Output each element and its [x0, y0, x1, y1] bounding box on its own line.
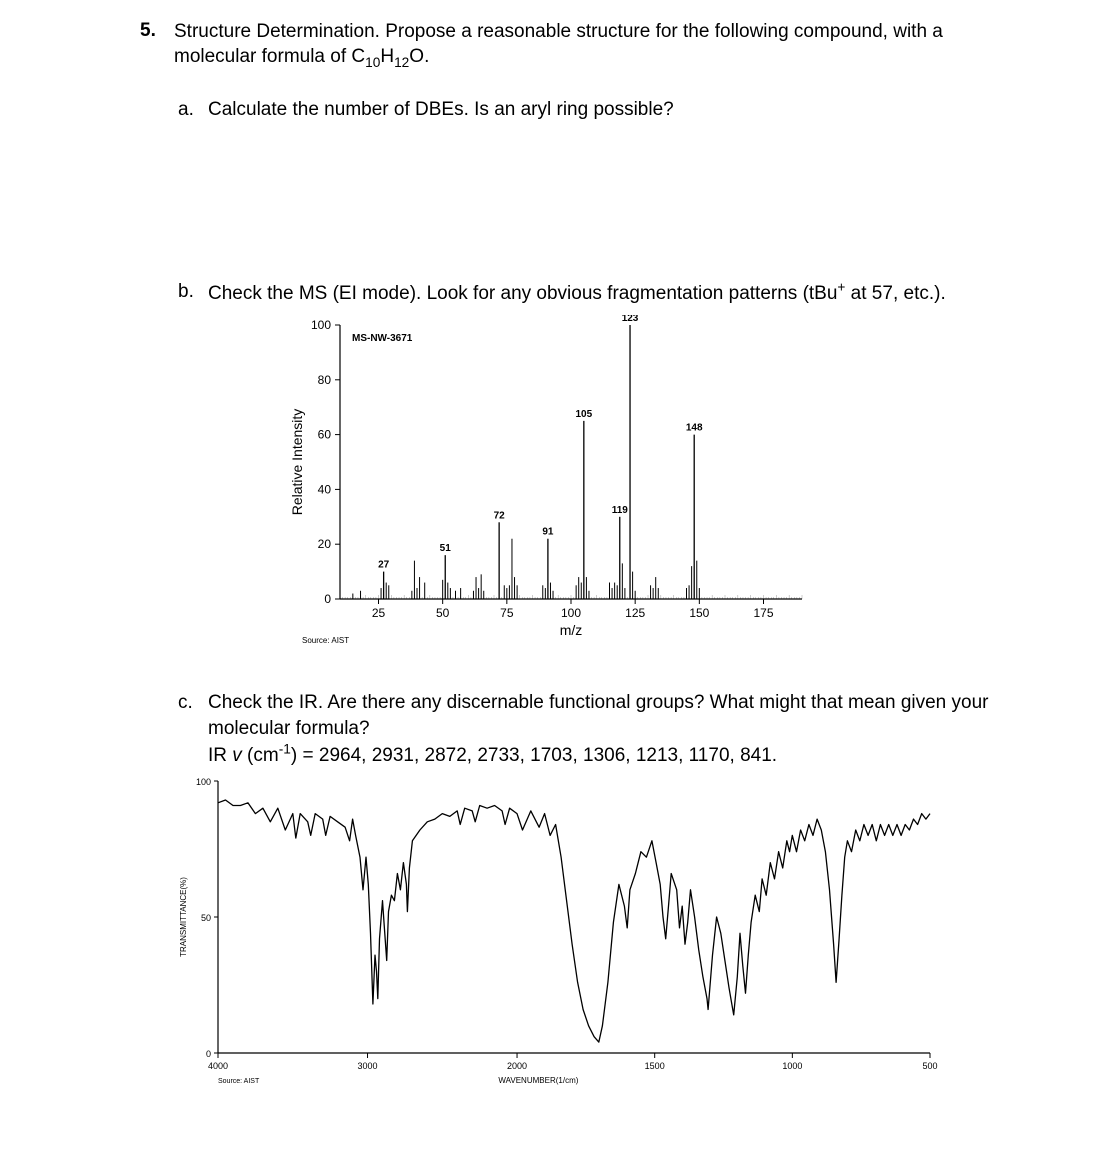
- part-c-text: Check the IR. Are there any discernable …: [208, 692, 988, 767]
- svg-text:51: 51: [440, 543, 452, 554]
- svg-text:40: 40: [318, 482, 332, 496]
- svg-text:m/z: m/z: [560, 622, 583, 638]
- part-a-text: Calculate the number of DBEs. Is an aryl…: [208, 99, 674, 120]
- svg-text:MS-NW-3671: MS-NW-3671: [352, 333, 413, 344]
- ir-chart-container: 0 50 100 4000 3000 2000 1500 1000 500 WAVENUMBER(…: [170, 773, 1014, 1116]
- svg-text:175: 175: [753, 606, 773, 620]
- svg-text:20: 20: [318, 537, 332, 551]
- svg-text:Relative Intensity: Relative Intensity: [289, 409, 305, 516]
- svg-text:72: 72: [494, 510, 506, 521]
- svg-text:105: 105: [575, 409, 592, 420]
- svg-text:150: 150: [689, 606, 709, 620]
- svg-text:TRANSMITTANCE(%): TRANSMITTANCE(%): [179, 877, 188, 957]
- svg-text:27: 27: [378, 559, 390, 570]
- svg-text:4000: 4000: [208, 1061, 228, 1071]
- svg-text:80: 80: [318, 373, 332, 387]
- ms-chart-container: 0 20 40 60 80 100 25 50 75 100 125 150 175 27 51 72 91 10…: [280, 315, 1014, 680]
- svg-text:1000: 1000: [782, 1061, 802, 1071]
- svg-text:148: 148: [686, 422, 703, 433]
- svg-text:1500: 1500: [645, 1061, 665, 1071]
- question-number: 5.: [140, 20, 156, 42]
- svg-text:91: 91: [542, 527, 554, 538]
- svg-text:Source: AIST: Source: AIST: [218, 1078, 260, 1085]
- part-a: a. Calculate the number of DBEs. Is an a…: [208, 97, 1014, 123]
- svg-text:0: 0: [206, 1049, 211, 1059]
- part-a-letter: a.: [178, 97, 194, 123]
- svg-text:100: 100: [561, 606, 581, 620]
- workspace-gap-a: [130, 123, 1014, 253]
- svg-text:2000: 2000: [507, 1061, 527, 1071]
- page: 5. Structure Determination. Propose a re…: [0, 0, 1094, 1160]
- svg-text:123: 123: [622, 315, 639, 324]
- svg-text:0: 0: [324, 592, 331, 606]
- svg-text:100: 100: [311, 318, 331, 332]
- part-c: c. Check the IR. Are there any discernab…: [208, 690, 1014, 769]
- ms-chart: 0 20 40 60 80 100 25 50 75 100 125 150 175 27 51 72 91 10…: [280, 315, 820, 675]
- svg-text:119: 119: [612, 505, 629, 516]
- svg-text:75: 75: [500, 606, 514, 620]
- part-b-text: Check the MS (EI mode). Look for any obv…: [208, 283, 946, 304]
- svg-text:60: 60: [318, 427, 332, 441]
- svg-text:25: 25: [372, 606, 386, 620]
- svg-text:50: 50: [436, 606, 450, 620]
- svg-text:Source: AIST: Source: AIST: [302, 636, 349, 645]
- part-c-letter: c.: [178, 690, 193, 716]
- svg-text:WAVENUMBER(1/cm): WAVENUMBER(1/cm): [498, 1076, 578, 1085]
- svg-text:100: 100: [196, 777, 211, 787]
- svg-text:500: 500: [922, 1061, 937, 1071]
- ir-chart: 0 50 100 4000 3000 2000 1500 1000 500 WAVENUMBER(…: [170, 773, 940, 1111]
- part-b-letter: b.: [178, 279, 194, 305]
- svg-text:50: 50: [201, 913, 211, 923]
- part-b: b. Check the MS (EI mode). Look for any …: [208, 279, 1014, 307]
- svg-text:125: 125: [625, 606, 645, 620]
- svg-text:3000: 3000: [358, 1061, 378, 1071]
- question-stem: Structure Determination. Propose a reaso…: [174, 20, 1014, 71]
